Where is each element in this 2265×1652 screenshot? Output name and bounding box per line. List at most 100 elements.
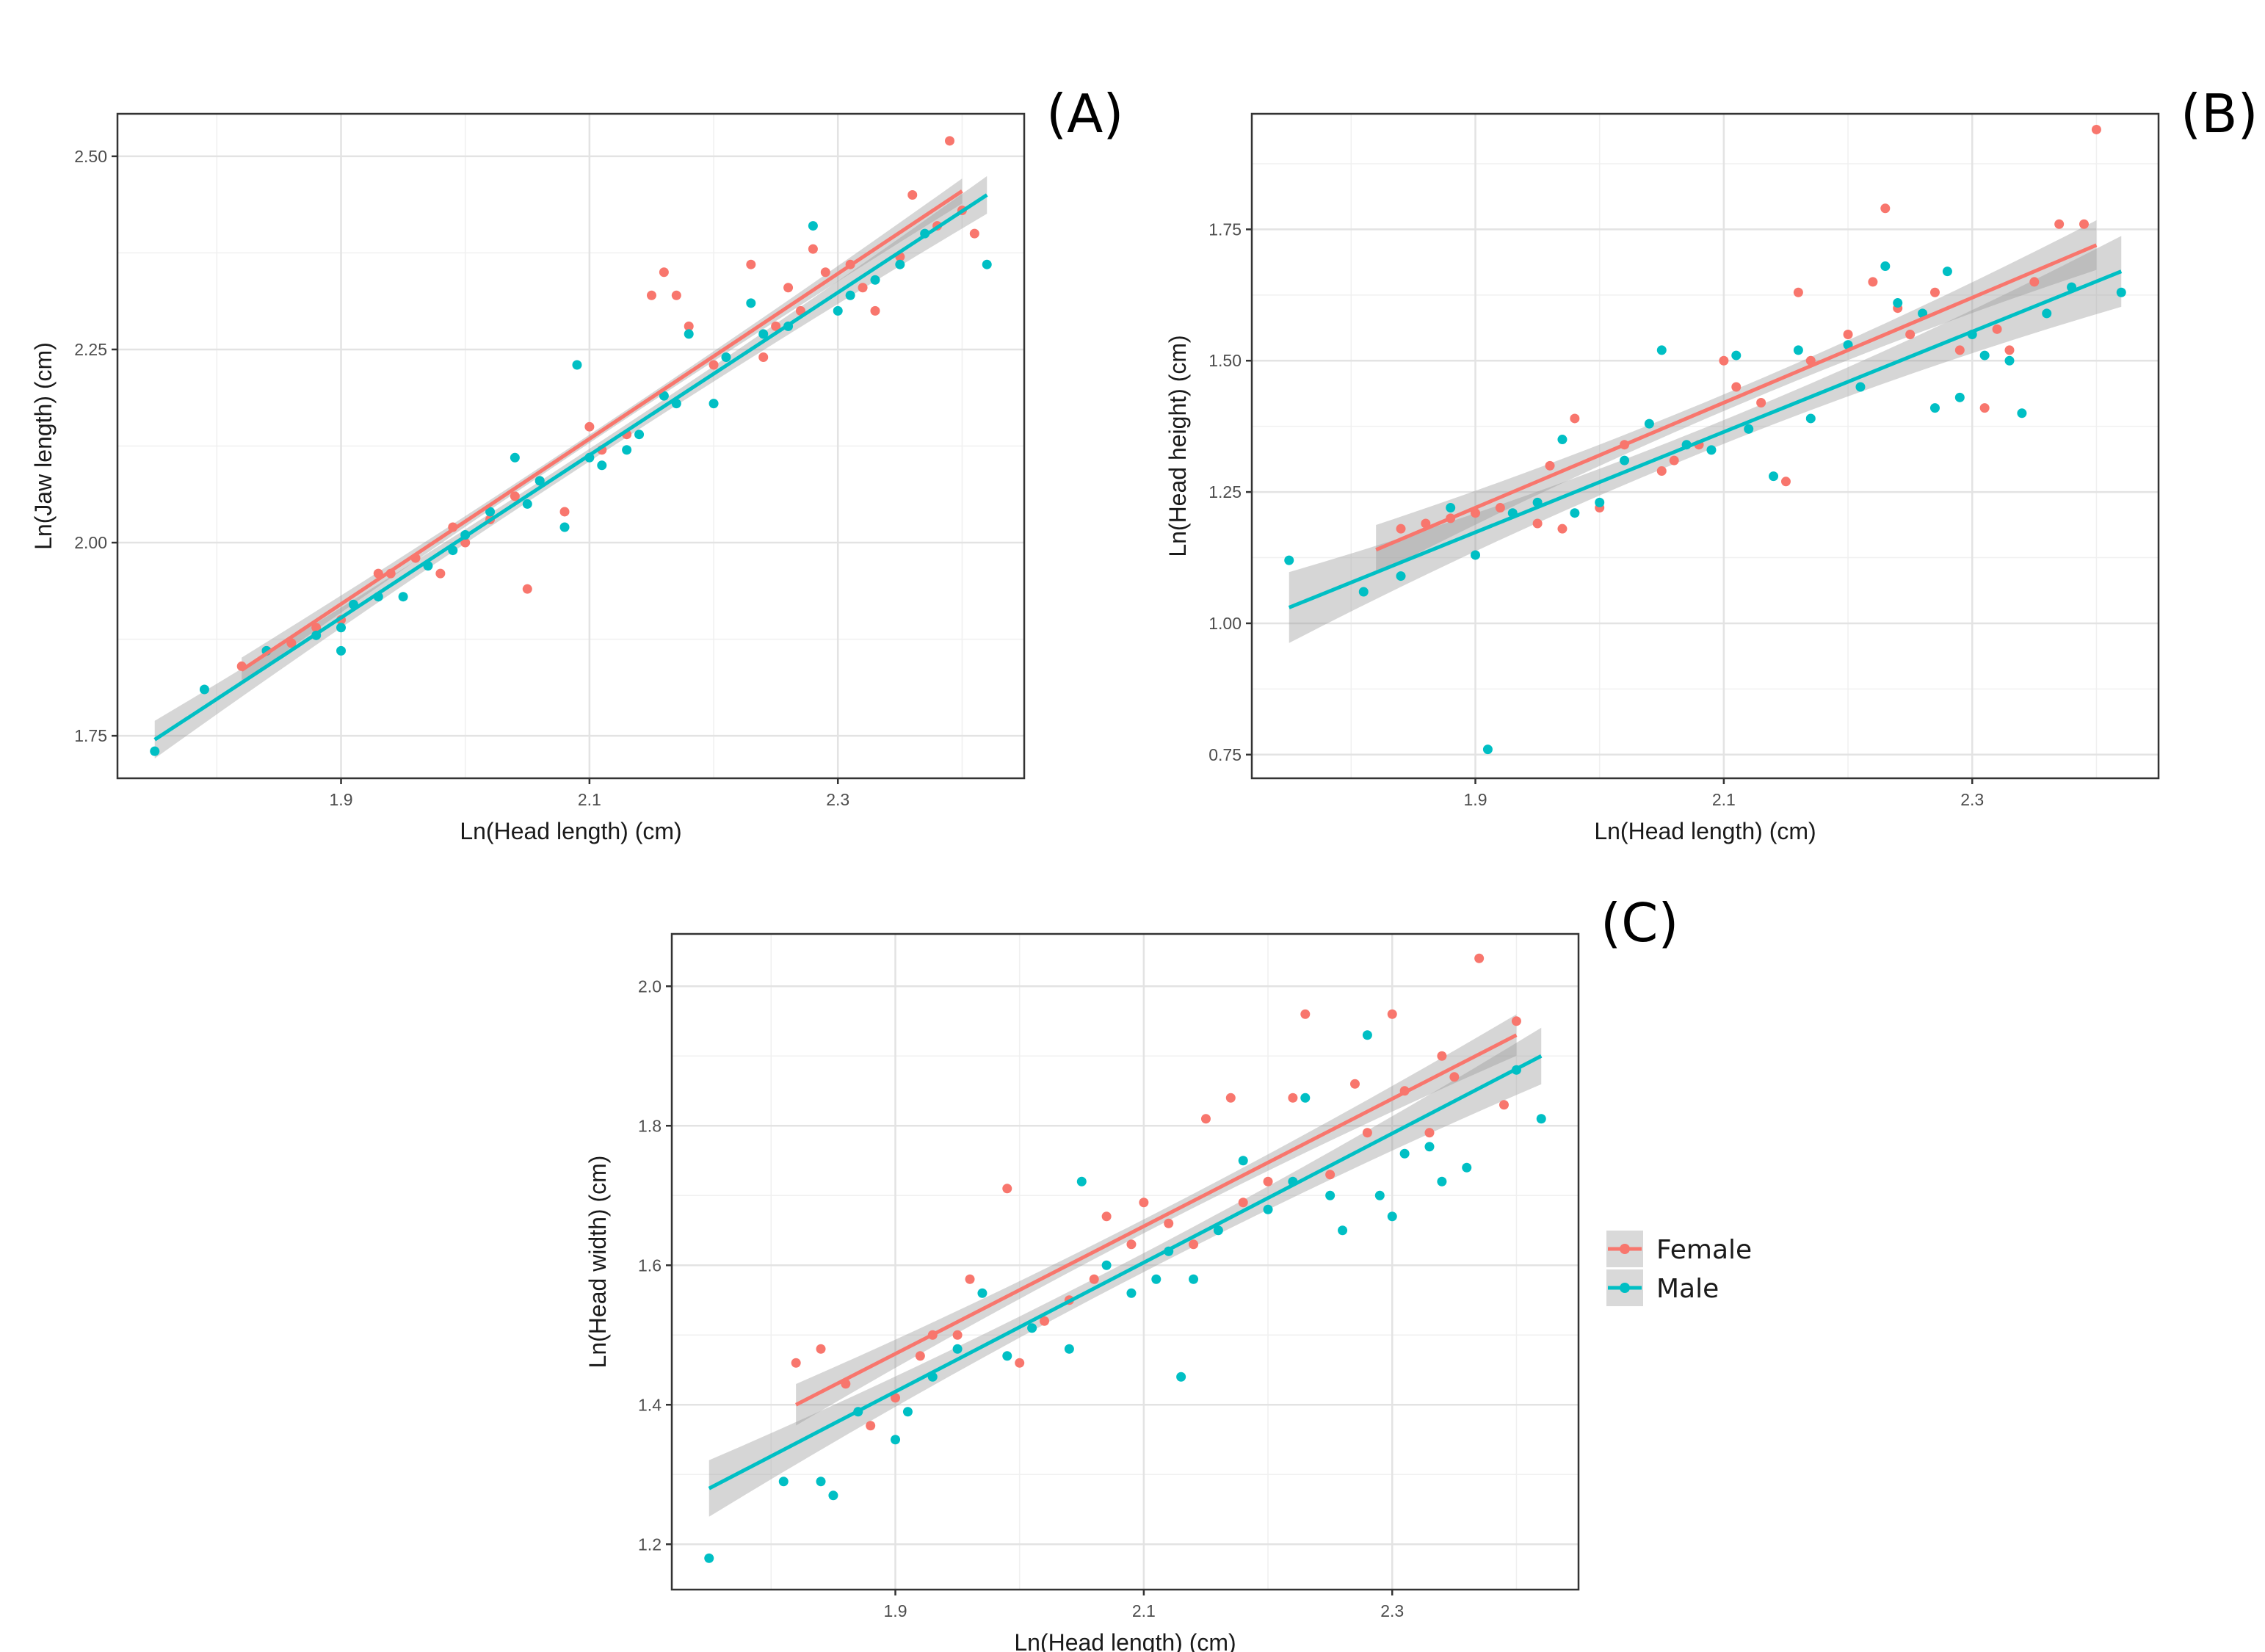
fit-line-male bbox=[1288, 269, 2123, 609]
panel-label: (B) bbox=[2181, 83, 2258, 145]
fit-line-male bbox=[153, 193, 988, 742]
point-male bbox=[2116, 287, 2126, 297]
point-female bbox=[1387, 1009, 1397, 1019]
point-female bbox=[1089, 1274, 1099, 1284]
point-male bbox=[1126, 1288, 1137, 1298]
point-male bbox=[1644, 419, 1654, 429]
point-female bbox=[1002, 1184, 1012, 1194]
point-male bbox=[622, 445, 632, 455]
point-female bbox=[952, 1330, 963, 1340]
point-male bbox=[1929, 403, 1940, 413]
point-female bbox=[907, 189, 918, 200]
point-male bbox=[199, 684, 209, 695]
point-male bbox=[1238, 1156, 1248, 1166]
legend-label-female: Female bbox=[1656, 1235, 1752, 1265]
point-male bbox=[559, 522, 570, 532]
point-female bbox=[2004, 345, 2015, 355]
point-female bbox=[1437, 1051, 1447, 1061]
point-female bbox=[1868, 277, 1878, 287]
point-female bbox=[1263, 1176, 1273, 1187]
x-tick-label: 2.3 bbox=[1380, 1601, 1404, 1620]
point-male bbox=[1176, 1372, 1186, 1382]
point-male bbox=[2042, 308, 2052, 319]
point-female bbox=[891, 1393, 901, 1403]
point-female bbox=[808, 244, 818, 254]
point-female bbox=[1164, 1218, 1174, 1228]
point-female bbox=[858, 283, 868, 293]
point-female bbox=[1756, 397, 1766, 407]
point-female bbox=[1288, 1093, 1298, 1103]
point-male bbox=[1656, 345, 1667, 355]
point-female bbox=[671, 290, 681, 300]
point-male bbox=[1942, 267, 1952, 277]
point-female bbox=[435, 568, 446, 579]
x-axis-title: Ln(Head length) (cm) bbox=[1014, 1629, 1236, 1652]
x-tick-label: 1.9 bbox=[1464, 790, 1487, 809]
point-female bbox=[1424, 1128, 1435, 1138]
point-female bbox=[1139, 1198, 1149, 1208]
y-tick-label: 2.50 bbox=[74, 147, 107, 166]
fit-line-female bbox=[1375, 243, 2098, 552]
point-male bbox=[510, 452, 520, 463]
point-male bbox=[1101, 1260, 1112, 1270]
point-male bbox=[1213, 1225, 1223, 1236]
point-male bbox=[1284, 555, 1294, 565]
point-female bbox=[870, 305, 880, 316]
point-male bbox=[1151, 1274, 1162, 1284]
fit-line-female bbox=[240, 189, 963, 672]
legend-label-male: Male bbox=[1656, 1274, 1719, 1304]
point-male bbox=[534, 476, 545, 486]
y-axis-title: Ln(Head height) (cm) bbox=[1164, 335, 1191, 557]
point-male bbox=[902, 1407, 913, 1417]
point-male bbox=[721, 352, 731, 362]
point-female bbox=[709, 360, 719, 370]
y-tick-label: 2.00 bbox=[74, 533, 107, 552]
point-male bbox=[1570, 508, 1580, 518]
panel-2: 1.9 2.1 2.3 0.75 1.00 1.25 1.50 1.75 Ln(Head len… bbox=[1164, 83, 2258, 844]
point-female bbox=[820, 267, 830, 278]
point-male bbox=[597, 460, 607, 471]
point-female bbox=[758, 352, 769, 362]
point-female bbox=[2054, 219, 2065, 229]
point-male bbox=[1064, 1344, 1074, 1354]
point-female bbox=[866, 1421, 876, 1431]
point-male bbox=[977, 1288, 987, 1298]
x-tick-label: 2.3 bbox=[826, 790, 849, 809]
point-female bbox=[559, 507, 570, 517]
plot-border bbox=[670, 932, 1580, 1591]
point-female bbox=[783, 283, 794, 293]
point-female bbox=[1200, 1114, 1211, 1124]
point-female bbox=[1780, 477, 1791, 487]
point-male bbox=[1358, 587, 1369, 597]
point-female bbox=[1362, 1128, 1372, 1138]
point-male bbox=[398, 592, 408, 602]
point-male bbox=[1374, 1190, 1385, 1200]
panels: 1.9 2.1 2.3 1.75 2.00 2.25 2.50 Ln(Head length)… bbox=[30, 83, 2258, 1652]
point-female bbox=[1545, 460, 1555, 471]
point-male bbox=[1954, 392, 1965, 402]
point-male bbox=[1706, 445, 1717, 455]
point-male bbox=[1471, 550, 1481, 560]
point-female bbox=[584, 421, 595, 432]
point-male bbox=[485, 507, 496, 517]
plot-border bbox=[116, 112, 1026, 780]
x-tick-label: 1.9 bbox=[884, 1601, 907, 1620]
point-male bbox=[1027, 1323, 1037, 1333]
plot-background bbox=[672, 934, 1579, 1590]
point-female bbox=[1557, 524, 1568, 534]
point-male bbox=[758, 329, 769, 339]
y-tick-label: 1.50 bbox=[1208, 351, 1242, 370]
panel-1: 1.9 2.1 2.3 1.75 2.00 2.25 2.50 Ln(Head length)… bbox=[30, 83, 1123, 844]
point-female bbox=[1101, 1211, 1112, 1222]
point-male bbox=[1002, 1351, 1012, 1361]
point-male bbox=[1462, 1162, 1472, 1173]
point-female bbox=[1669, 455, 1679, 465]
y-tick-label: 2.25 bbox=[74, 340, 107, 359]
legend-dot-female bbox=[1620, 1244, 1630, 1254]
point-male bbox=[1805, 413, 1816, 424]
point-male bbox=[659, 391, 669, 401]
point-male bbox=[336, 623, 347, 633]
point-male bbox=[1979, 350, 1990, 361]
x-axis-title: Ln(Head length) (cm) bbox=[460, 818, 681, 844]
